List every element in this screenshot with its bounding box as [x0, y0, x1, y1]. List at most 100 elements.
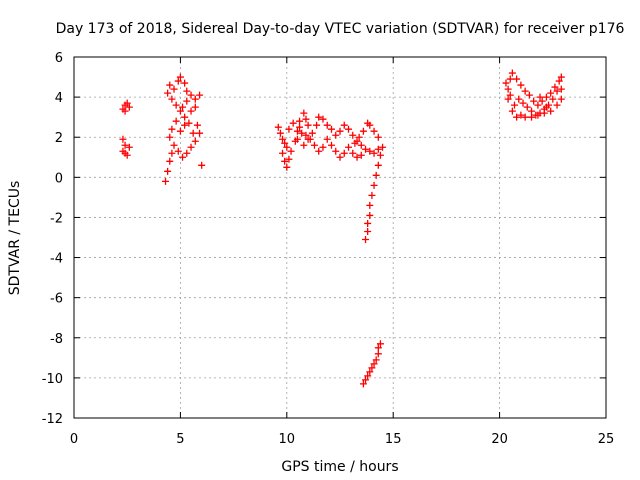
data-point [506, 91, 514, 99]
data-point [372, 171, 380, 179]
data-point [123, 99, 131, 107]
data-point [508, 69, 516, 77]
data-point [542, 93, 550, 101]
data-point [523, 103, 531, 111]
data-point [181, 121, 189, 129]
data-point [164, 167, 172, 175]
data-point [176, 127, 184, 135]
data-point [174, 147, 182, 155]
data-point [538, 97, 546, 105]
y-tick-label: -6 [50, 292, 63, 307]
data-point [519, 99, 527, 107]
x-tick-label: 15 [385, 432, 402, 447]
x-tick-label: 5 [176, 432, 184, 447]
data-point [374, 145, 382, 153]
data-point [502, 79, 510, 87]
data-point [510, 101, 518, 109]
data-point [504, 95, 512, 103]
data-point [164, 89, 172, 97]
data-point [187, 107, 195, 115]
data-point [557, 95, 565, 103]
data-point [332, 131, 340, 139]
data-point [168, 149, 176, 157]
data-point [530, 97, 538, 105]
y-tick-label: -8 [50, 332, 63, 347]
y-tick-label: 0 [55, 171, 63, 186]
data-point [121, 149, 129, 157]
data-point [302, 131, 310, 139]
y-axis-title: SDTVAR / TECUs [7, 181, 23, 296]
data-point [355, 133, 363, 141]
data-point [285, 125, 293, 133]
data-point [345, 143, 353, 151]
data-point [364, 219, 372, 227]
data-point [504, 85, 512, 93]
data-point [336, 153, 344, 161]
data-point [191, 137, 199, 145]
data-point [525, 91, 533, 99]
data-point [368, 364, 376, 372]
data-point [534, 111, 542, 119]
data-point [351, 139, 359, 147]
data-point [287, 147, 295, 155]
data-point [300, 109, 308, 117]
data-point [547, 89, 555, 97]
axis-ticks [73, 56, 607, 419]
data-point [372, 356, 380, 364]
data-point [166, 81, 174, 89]
data-point [549, 95, 557, 103]
data-point [166, 133, 174, 141]
data-point [293, 135, 301, 143]
data-point [370, 181, 378, 189]
data-point [121, 107, 129, 115]
data-point [374, 344, 382, 352]
data-point [364, 227, 372, 235]
data-point [274, 123, 282, 131]
data-point [513, 113, 521, 121]
data-point [281, 139, 289, 147]
data-point [313, 121, 321, 129]
data-point [310, 141, 318, 149]
data-point [557, 85, 565, 93]
data-point [198, 161, 206, 169]
data-point [121, 141, 129, 149]
x-axis-title: GPS time / hours [281, 459, 398, 475]
data-point [374, 161, 382, 169]
data-point [327, 125, 335, 133]
data-point [162, 177, 170, 185]
data-point [362, 376, 370, 384]
tick-labels: 0 5 10 15 20 25 -12 -10 -8 -6 -4 -2 0 2 4 6 [42, 51, 615, 447]
data-point [376, 151, 384, 159]
data-point [189, 129, 197, 137]
x-tick-label: 25 [598, 432, 615, 447]
data-point [183, 87, 191, 95]
data-point [374, 133, 382, 141]
data-points [119, 69, 565, 388]
data-point [119, 135, 127, 143]
data-point [172, 101, 180, 109]
data-point [506, 75, 514, 83]
data-point [513, 75, 521, 83]
data-point [170, 85, 178, 93]
data-point [279, 135, 287, 143]
y-tick-label: -2 [50, 211, 63, 226]
x-tick-label: 10 [279, 432, 296, 447]
data-point [327, 141, 335, 149]
data-point [179, 153, 187, 161]
data-point [555, 77, 563, 85]
data-point [125, 103, 133, 111]
data-point [196, 129, 204, 137]
data-point [191, 103, 199, 111]
data-point [304, 121, 312, 129]
data-point [349, 149, 357, 157]
data-point [547, 107, 555, 115]
data-point [517, 111, 525, 119]
data-point [353, 153, 361, 161]
data-point [306, 135, 314, 143]
data-point [279, 149, 287, 157]
data-point [183, 97, 191, 105]
data-point [349, 131, 357, 139]
data-point [300, 141, 308, 149]
data-point [336, 127, 344, 135]
data-point [193, 121, 201, 129]
